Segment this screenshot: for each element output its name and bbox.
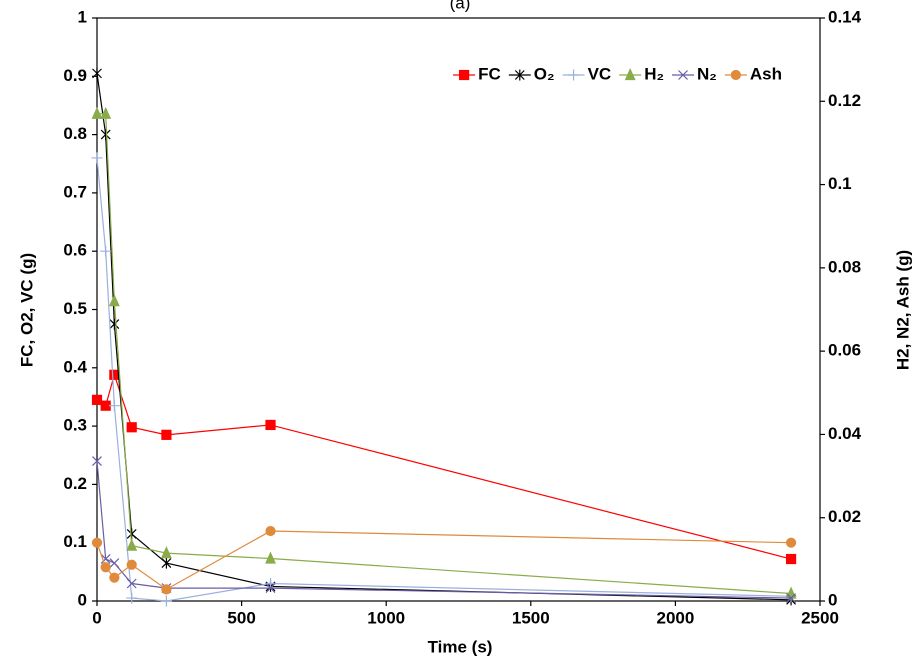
marker [126,559,137,570]
y2-tick-label: 0.04 [828,424,862,443]
y2-tick-label: 0.02 [828,507,861,526]
marker [785,537,797,548]
marker [100,554,111,564]
legend-label: O₂ [534,64,555,83]
x-tick-label: 500 [227,608,255,627]
y-axis-label: FC, O2, VC (g) [17,253,36,367]
x-tick-label: 1000 [367,608,405,627]
marker [91,394,103,405]
marker [109,369,120,380]
marker [100,129,111,141]
y-tick-label: 0.1 [63,532,87,551]
marker [100,400,111,411]
legend-label: N₂ [697,64,717,83]
marker [265,525,276,537]
marker [514,69,525,81]
y-tick-label: 0.2 [63,474,87,493]
marker [568,69,580,81]
y-tick-label: 0.9 [63,66,87,85]
marker [786,593,797,604]
marker [265,419,276,431]
marker [161,584,172,595]
marker [91,152,103,164]
marker [161,429,172,440]
marker [678,70,688,80]
x-tick-label: 2500 [801,608,839,627]
y-tick-label: 0.8 [63,124,87,143]
marker [265,578,277,590]
marker [265,583,276,594]
marker [109,558,120,569]
legend-label: VC [588,64,612,83]
legend-label: Ash [750,64,782,83]
marker [161,557,172,569]
y2-tick-label: 0.14 [828,7,862,26]
marker [265,551,276,564]
y2-tick-label: 0.12 [828,91,861,110]
series-line [97,113,792,595]
marker [100,245,112,257]
marker [92,67,102,79]
marker [92,456,102,467]
marker [108,400,120,412]
y-tick-label: 0.6 [63,241,87,260]
marker [459,69,470,81]
y-tick-label: 0 [78,590,87,609]
x-tick-label: 1500 [512,608,550,627]
marker [624,68,636,81]
plot-frame [96,17,821,602]
marker [730,69,741,81]
marker [126,422,137,433]
marker [109,318,120,330]
y-tick-label: 0.5 [63,299,87,318]
x-tick-label: 2000 [656,608,694,627]
series-line [96,530,792,591]
marker [91,106,103,119]
marker [100,106,112,119]
x-axis-label: Time (s) [428,637,493,656]
marker [91,537,103,548]
x-tick-label: 0 [92,608,101,627]
y2-axis-label: H2, N2, Ash (g) [893,250,912,370]
marker [109,572,120,583]
legend-label: FC [478,64,501,83]
marker [100,562,111,573]
y2-tick-label: 0.06 [828,341,861,360]
series-line [96,461,792,599]
y-tick-label: 0.4 [63,357,87,376]
y-tick-label: 0.7 [63,182,87,201]
marker [785,553,797,565]
marker [108,294,120,307]
legend-label: H₂ [644,64,664,83]
y-tick-label: 1 [78,7,87,26]
marker [126,578,137,589]
marker [160,546,172,559]
series-line [96,372,792,560]
y2-tick-label: 0.1 [828,174,852,193]
legend: FC O₂ VC H₂ N₂ Ash [453,64,782,83]
y-tick-label: 0.3 [63,416,87,435]
chart-title: (a) [450,0,471,12]
marker [126,592,138,604]
y2-tick-label: 0.08 [828,257,861,276]
marker [160,595,172,607]
y2-tick-label: 0 [828,590,837,609]
series-line [96,73,792,601]
marker [126,538,138,551]
